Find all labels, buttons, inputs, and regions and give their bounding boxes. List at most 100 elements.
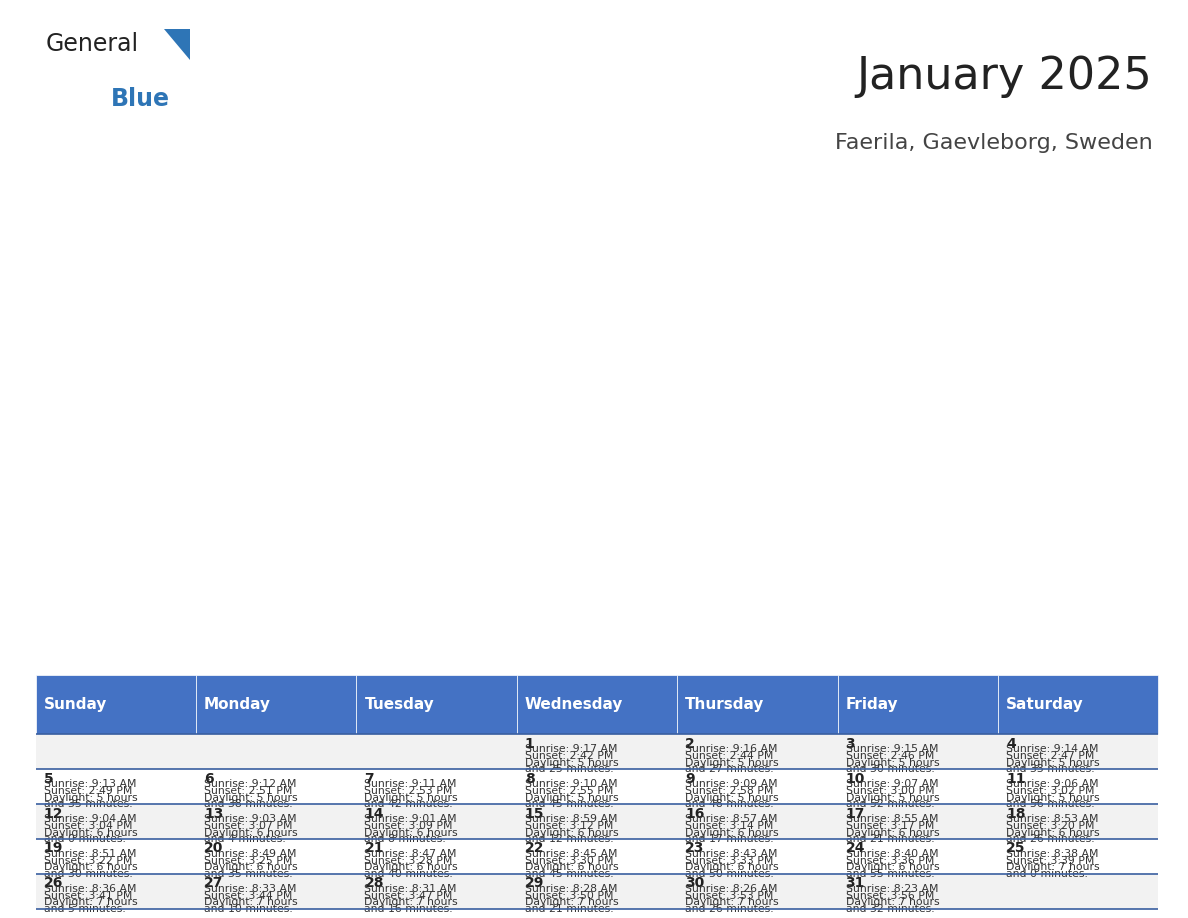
FancyBboxPatch shape xyxy=(517,804,677,839)
Text: Daylight: 5 hours: Daylight: 5 hours xyxy=(365,792,459,802)
FancyBboxPatch shape xyxy=(677,769,838,804)
Text: Sunset: 3:47 PM: Sunset: 3:47 PM xyxy=(365,890,453,901)
FancyBboxPatch shape xyxy=(677,839,838,874)
FancyBboxPatch shape xyxy=(998,769,1158,804)
Text: Daylight: 6 hours: Daylight: 6 hours xyxy=(204,862,298,872)
Text: Sunrise: 8:28 AM: Sunrise: 8:28 AM xyxy=(525,884,618,894)
Text: and 30 minutes.: and 30 minutes. xyxy=(44,869,132,879)
Text: Daylight: 6 hours: Daylight: 6 hours xyxy=(204,827,298,837)
Text: Sunset: 3:28 PM: Sunset: 3:28 PM xyxy=(365,856,453,866)
Text: Sunset: 3:33 PM: Sunset: 3:33 PM xyxy=(685,856,773,866)
Text: Sunrise: 9:03 AM: Sunrise: 9:03 AM xyxy=(204,814,297,824)
Text: and 56 minutes.: and 56 minutes. xyxy=(1006,800,1094,810)
Text: Daylight: 6 hours: Daylight: 6 hours xyxy=(525,827,619,837)
Text: Daylight: 5 hours: Daylight: 5 hours xyxy=(846,792,940,802)
Text: General: General xyxy=(45,32,138,56)
Text: Sunset: 2:46 PM: Sunset: 2:46 PM xyxy=(846,751,934,761)
Text: Sunrise: 8:43 AM: Sunrise: 8:43 AM xyxy=(685,849,778,859)
Text: Sunset: 3:14 PM: Sunset: 3:14 PM xyxy=(685,821,773,831)
Text: Sunrise: 8:33 AM: Sunrise: 8:33 AM xyxy=(204,884,297,894)
Text: 5: 5 xyxy=(44,772,53,786)
Text: Sunrise: 8:47 AM: Sunrise: 8:47 AM xyxy=(365,849,457,859)
Text: 4: 4 xyxy=(1006,737,1016,751)
Text: Sunrise: 9:12 AM: Sunrise: 9:12 AM xyxy=(204,779,297,789)
FancyBboxPatch shape xyxy=(838,839,998,874)
Polygon shape xyxy=(164,29,190,60)
FancyBboxPatch shape xyxy=(196,839,356,874)
Text: 2: 2 xyxy=(685,737,695,751)
Text: Thursday: Thursday xyxy=(685,697,765,712)
Text: Sunday: Sunday xyxy=(44,697,107,712)
Text: Sunrise: 8:53 AM: Sunrise: 8:53 AM xyxy=(1006,814,1099,824)
Text: and 42 minutes.: and 42 minutes. xyxy=(365,800,453,810)
FancyBboxPatch shape xyxy=(677,874,838,909)
Text: 1: 1 xyxy=(525,737,535,751)
FancyBboxPatch shape xyxy=(838,874,998,909)
Text: 30: 30 xyxy=(685,877,704,890)
FancyBboxPatch shape xyxy=(517,734,677,769)
FancyBboxPatch shape xyxy=(196,675,356,734)
Text: Sunset: 3:17 PM: Sunset: 3:17 PM xyxy=(846,821,934,831)
FancyBboxPatch shape xyxy=(36,839,196,874)
FancyBboxPatch shape xyxy=(998,675,1158,734)
Text: Sunrise: 8:57 AM: Sunrise: 8:57 AM xyxy=(685,814,778,824)
Text: 6: 6 xyxy=(204,772,214,786)
Text: Sunset: 3:09 PM: Sunset: 3:09 PM xyxy=(365,821,453,831)
Text: Daylight: 7 hours: Daylight: 7 hours xyxy=(846,897,940,907)
Text: Daylight: 7 hours: Daylight: 7 hours xyxy=(44,897,138,907)
FancyBboxPatch shape xyxy=(838,734,998,769)
Text: Sunset: 2:49 PM: Sunset: 2:49 PM xyxy=(44,786,132,796)
Text: Sunset: 3:04 PM: Sunset: 3:04 PM xyxy=(44,821,132,831)
Text: Sunset: 3:22 PM: Sunset: 3:22 PM xyxy=(44,856,132,866)
FancyBboxPatch shape xyxy=(998,804,1158,839)
FancyBboxPatch shape xyxy=(517,874,677,909)
Text: Sunset: 2:58 PM: Sunset: 2:58 PM xyxy=(685,786,773,796)
Text: and 21 minutes.: and 21 minutes. xyxy=(846,834,934,845)
Text: Saturday: Saturday xyxy=(1006,697,1083,712)
Text: Sunset: 3:56 PM: Sunset: 3:56 PM xyxy=(846,890,934,901)
Text: Sunset: 2:53 PM: Sunset: 2:53 PM xyxy=(365,786,453,796)
Text: and 21 minutes.: and 21 minutes. xyxy=(525,904,613,914)
Text: Sunrise: 8:55 AM: Sunrise: 8:55 AM xyxy=(846,814,939,824)
Text: and 35 minutes.: and 35 minutes. xyxy=(204,869,292,879)
Text: 7: 7 xyxy=(365,772,374,786)
FancyBboxPatch shape xyxy=(196,804,356,839)
FancyBboxPatch shape xyxy=(677,804,838,839)
Text: 28: 28 xyxy=(365,877,384,890)
Text: Sunset: 2:55 PM: Sunset: 2:55 PM xyxy=(525,786,613,796)
Text: Faerila, Gaevleborg, Sweden: Faerila, Gaevleborg, Sweden xyxy=(835,133,1152,153)
Text: Sunrise: 8:59 AM: Sunrise: 8:59 AM xyxy=(525,814,618,824)
FancyBboxPatch shape xyxy=(517,839,677,874)
FancyBboxPatch shape xyxy=(196,734,356,769)
Text: Sunset: 3:39 PM: Sunset: 3:39 PM xyxy=(1006,856,1094,866)
Text: and 33 minutes.: and 33 minutes. xyxy=(1006,765,1094,775)
Text: Sunset: 3:02 PM: Sunset: 3:02 PM xyxy=(1006,786,1094,796)
Text: Sunrise: 9:01 AM: Sunrise: 9:01 AM xyxy=(365,814,457,824)
Text: Daylight: 6 hours: Daylight: 6 hours xyxy=(365,862,459,872)
Text: Daylight: 6 hours: Daylight: 6 hours xyxy=(685,862,779,872)
Text: 22: 22 xyxy=(525,842,544,856)
Text: Sunrise: 9:13 AM: Sunrise: 9:13 AM xyxy=(44,779,137,789)
Text: 16: 16 xyxy=(685,807,704,821)
Text: Daylight: 6 hours: Daylight: 6 hours xyxy=(846,862,940,872)
Text: and 26 minutes.: and 26 minutes. xyxy=(1006,834,1094,845)
Text: Sunset: 2:42 PM: Sunset: 2:42 PM xyxy=(525,751,613,761)
Text: Sunset: 2:47 PM: Sunset: 2:47 PM xyxy=(1006,751,1094,761)
Text: Daylight: 6 hours: Daylight: 6 hours xyxy=(365,827,459,837)
FancyBboxPatch shape xyxy=(838,675,998,734)
FancyBboxPatch shape xyxy=(998,839,1158,874)
Text: 25: 25 xyxy=(1006,842,1025,856)
Text: Sunrise: 8:38 AM: Sunrise: 8:38 AM xyxy=(1006,849,1099,859)
Text: Sunrise: 8:49 AM: Sunrise: 8:49 AM xyxy=(204,849,297,859)
Text: Sunset: 2:51 PM: Sunset: 2:51 PM xyxy=(204,786,292,796)
Text: 19: 19 xyxy=(44,842,63,856)
Text: Sunrise: 9:10 AM: Sunrise: 9:10 AM xyxy=(525,779,618,789)
Text: Sunrise: 8:26 AM: Sunrise: 8:26 AM xyxy=(685,884,778,894)
Text: 13: 13 xyxy=(204,807,223,821)
Text: and 8 minutes.: and 8 minutes. xyxy=(365,834,447,845)
Text: 11: 11 xyxy=(1006,772,1025,786)
Text: and 40 minutes.: and 40 minutes. xyxy=(365,869,453,879)
FancyBboxPatch shape xyxy=(356,734,517,769)
Text: Daylight: 7 hours: Daylight: 7 hours xyxy=(685,897,779,907)
FancyBboxPatch shape xyxy=(196,874,356,909)
